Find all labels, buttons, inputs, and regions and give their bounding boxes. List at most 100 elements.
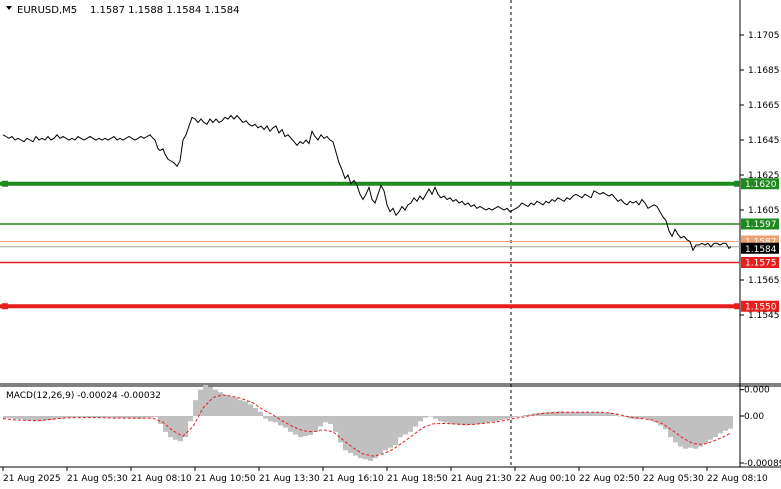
macd-histogram-bar — [528, 414, 533, 416]
macd-histogram-bar — [643, 416, 648, 419]
time-tick-label: 21 Aug 21:30 — [451, 474, 512, 484]
macd-histogram-bar — [143, 416, 153, 418]
macd-histogram-bar — [493, 416, 498, 422]
macd-histogram-bar — [328, 416, 333, 424]
time-tick-label: 21 Aug 2025 — [3, 474, 61, 484]
macd-histogram-bar — [503, 416, 508, 420]
macd-tick-label: 0.000 — [744, 386, 770, 396]
macd-histogram-bar — [393, 416, 398, 446]
macd-histogram-bar — [193, 400, 198, 416]
macd-histogram-bar — [698, 416, 703, 447]
macd-histogram-bar — [663, 416, 668, 430]
macd-histogram-bar — [278, 416, 283, 426]
level-1-1597-label: 1.1597 — [745, 220, 777, 230]
macd-histogram-bar — [33, 416, 43, 422]
macd-histogram-bar — [558, 411, 563, 416]
level-1-1550-right-handle[interactable] — [734, 303, 740, 310]
macd-histogram-bar — [168, 416, 173, 438]
macd-histogram-bar — [593, 411, 598, 416]
macd-histogram-bar — [188, 416, 193, 422]
macd-histogram-bar — [718, 416, 723, 434]
macd-histogram-bar — [233, 397, 238, 416]
macd-histogram-bar — [623, 416, 628, 418]
macd-histogram-bar — [658, 416, 663, 426]
macd-histogram-bar — [123, 416, 133, 419]
price-tick-label: 1.1645 — [748, 136, 780, 146]
macd-histogram-bar — [248, 404, 253, 416]
ask-price-label: 1.1587 — [741, 235, 779, 248]
price-tick-label: 1.1685 — [748, 66, 780, 76]
macd-histogram-bar — [158, 416, 163, 424]
time-tick-label: 21 Aug 16:10 — [323, 474, 384, 484]
macd-histogram-bar — [668, 416, 673, 438]
macd-histogram-bar — [73, 416, 83, 418]
macd-histogram-bar — [708, 416, 713, 440]
macd-histogram-bar — [283, 416, 288, 428]
ask-label-text: 1.1587 — [745, 238, 777, 248]
level-1-1620-label: 1.1620 — [745, 180, 777, 190]
macd-histogram-bar — [678, 416, 683, 447]
ask-label-bg — [741, 235, 779, 247]
macd-histogram-bar — [368, 416, 373, 461]
macd-histogram-bar — [293, 416, 298, 435]
macd-histogram-bar — [103, 416, 113, 418]
macd-histogram-bar — [428, 416, 433, 417]
time-axis: 21 Aug 2025 21 Aug 05:30 21 Aug 08:10 21 Au… — [2, 467, 768, 484]
macd-histogram-bar — [333, 416, 338, 432]
level-1-1550-left-handle[interactable] — [2, 303, 8, 310]
macd-histogram-bar — [703, 416, 708, 444]
price-tick-label: 1.1705 — [748, 31, 780, 41]
macd-histogram-bar — [608, 412, 613, 416]
macd-histogram-bar — [358, 416, 363, 459]
price-tick-label: 1.1545 — [748, 311, 780, 321]
dropdown-triangle-icon[interactable] — [6, 6, 12, 10]
time-tick-label: 22 Aug 08:10 — [707, 474, 768, 484]
macd-histogram-bar — [543, 412, 548, 416]
time-tick-label: 21 Aug 10:50 — [195, 474, 256, 484]
macd-histogram-bar — [388, 416, 393, 448]
level-1-1620-left-handle[interactable] — [2, 180, 8, 187]
macd-histogram-bar — [13, 416, 23, 420]
macd-histogram-bar — [448, 416, 453, 424]
price-tick-label: 1.1605 — [748, 206, 780, 216]
time-tick-label: 22 Aug 05:30 — [643, 474, 704, 484]
level-1-1575-label-bg — [741, 257, 779, 268]
level-1-1575-label: 1.1575 — [745, 259, 777, 269]
macd-histogram-bar — [418, 416, 423, 422]
macd-histogram-bar — [323, 416, 328, 423]
macd-histogram-bar — [223, 394, 228, 416]
macd-histogram-bar — [633, 416, 638, 420]
macd-histogram-bar — [353, 416, 358, 456]
macd-histogram-bar — [688, 416, 693, 448]
time-tick-label: 22 Aug 00:10 — [515, 474, 576, 484]
level-lines[interactable]: 1.1620 1.1597 1.1575 1.1550 — [0, 178, 779, 312]
macd-histogram-bar — [638, 416, 643, 420]
macd-pane[interactable]: MACD(12,26,9) -0.00024 -0.00032 0.0000.0… — [2, 384, 781, 469]
level-1-1620-label-bg — [741, 178, 779, 190]
macd-histogram-bar — [553, 411, 558, 416]
macd-histogram-bar — [213, 389, 218, 416]
level-1-1620-right-handle[interactable] — [734, 180, 740, 187]
time-tick-label: 22 Aug 02:50 — [579, 474, 640, 484]
macd-histogram-bar — [433, 416, 438, 419]
macd-histogram-bar — [713, 416, 718, 438]
macd-histogram-bar — [218, 392, 223, 416]
price-tick-label: 1.1665 — [748, 101, 780, 111]
macd-histogram-bar — [3, 416, 13, 419]
macd-histogram-bar — [298, 416, 303, 438]
macd-histogram-bar — [458, 416, 463, 425]
macd-histogram-bar — [133, 416, 143, 419]
macd-histogram-bar — [228, 396, 233, 416]
macd-histogram-bar — [338, 416, 343, 443]
macd-title: MACD(12,26,9) -0.00024 -0.00032 — [6, 391, 161, 401]
chart-header: EURUSD,M5 1.1587 1.1588 1.1584 1.1584 — [6, 5, 240, 16]
macd-histogram-bar — [463, 416, 468, 426]
macd-histogram-bar — [693, 416, 698, 449]
macd-histogram-bar — [203, 384, 208, 416]
macd-histogram-bar — [728, 416, 733, 429]
macd-histogram-bar — [383, 416, 388, 451]
price-tick-label: 1.1565 — [748, 276, 780, 286]
macd-histogram-bar — [498, 416, 503, 421]
